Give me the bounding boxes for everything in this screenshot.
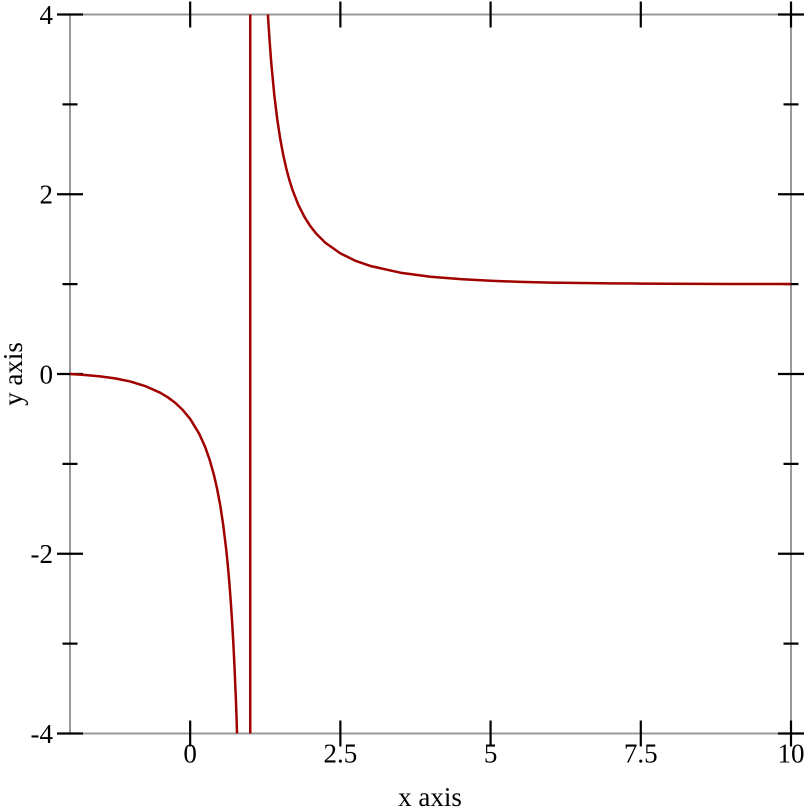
y-tick-label: -4 xyxy=(31,719,54,749)
y-tick-label: -2 xyxy=(31,539,54,569)
y-axis-title: y axis xyxy=(0,342,28,406)
x-tick-label: 7.5 xyxy=(624,739,658,769)
y-tick-label: 4 xyxy=(40,0,54,30)
x-tick-label: 5 xyxy=(484,739,498,769)
x-tick-label: 10 xyxy=(778,739,805,769)
y-tick-label: 2 xyxy=(40,180,54,210)
x-tick-label: 2.5 xyxy=(324,739,358,769)
curve-right-branch xyxy=(266,14,791,286)
tick-marks xyxy=(57,1,804,747)
x-tick-label: 0 xyxy=(183,739,197,769)
curve-group xyxy=(70,14,791,734)
plot-frame xyxy=(69,13,792,735)
y-tick-label: 0 xyxy=(40,359,54,389)
x-axis-title: x axis xyxy=(398,782,462,812)
x-tick-labels: 0 2.5 5 7.5 10 xyxy=(183,739,804,769)
y-tick-labels: -4 -2 0 2 4 xyxy=(31,0,54,749)
curve-left-branch xyxy=(70,372,239,734)
